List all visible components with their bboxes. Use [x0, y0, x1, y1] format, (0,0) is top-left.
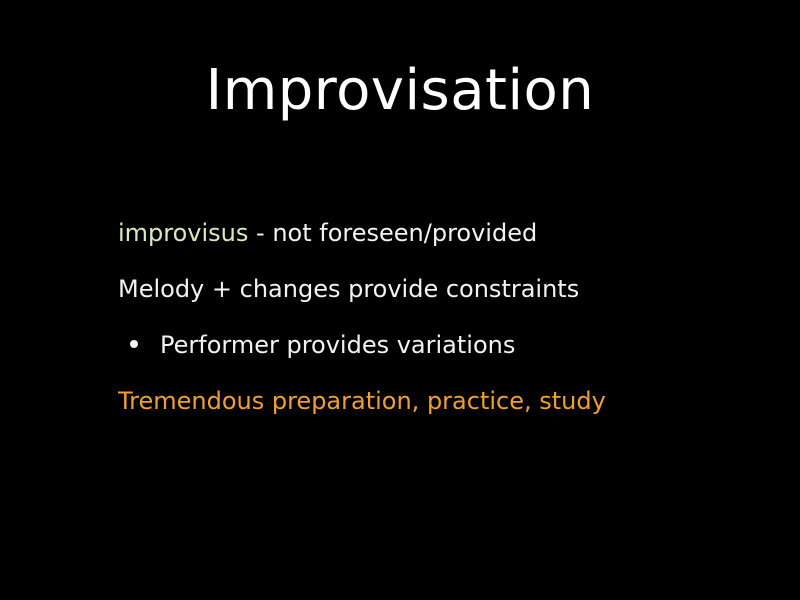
slide-body: improvisus - not foreseen/provided Melod… [118, 218, 778, 442]
preparation-text: Tremendous preparation, practice, study [118, 387, 606, 415]
line-preparation: Tremendous preparation, practice, study [118, 386, 778, 416]
term-improvisus: improvisus [118, 219, 249, 247]
variations-text: Performer provides variations [160, 331, 516, 359]
constraints-text: Melody + changes provide constraints [118, 275, 580, 303]
slide-title: Improvisation [205, 58, 595, 123]
line-constraints: Melody + changes provide constraints [118, 274, 778, 304]
definition-text: - not foreseen/provided [248, 219, 538, 247]
bullet-dot-icon [130, 340, 138, 348]
line-definition: improvisus - not foreseen/provided [118, 218, 778, 248]
line-variations: Performer provides variations [118, 330, 778, 360]
